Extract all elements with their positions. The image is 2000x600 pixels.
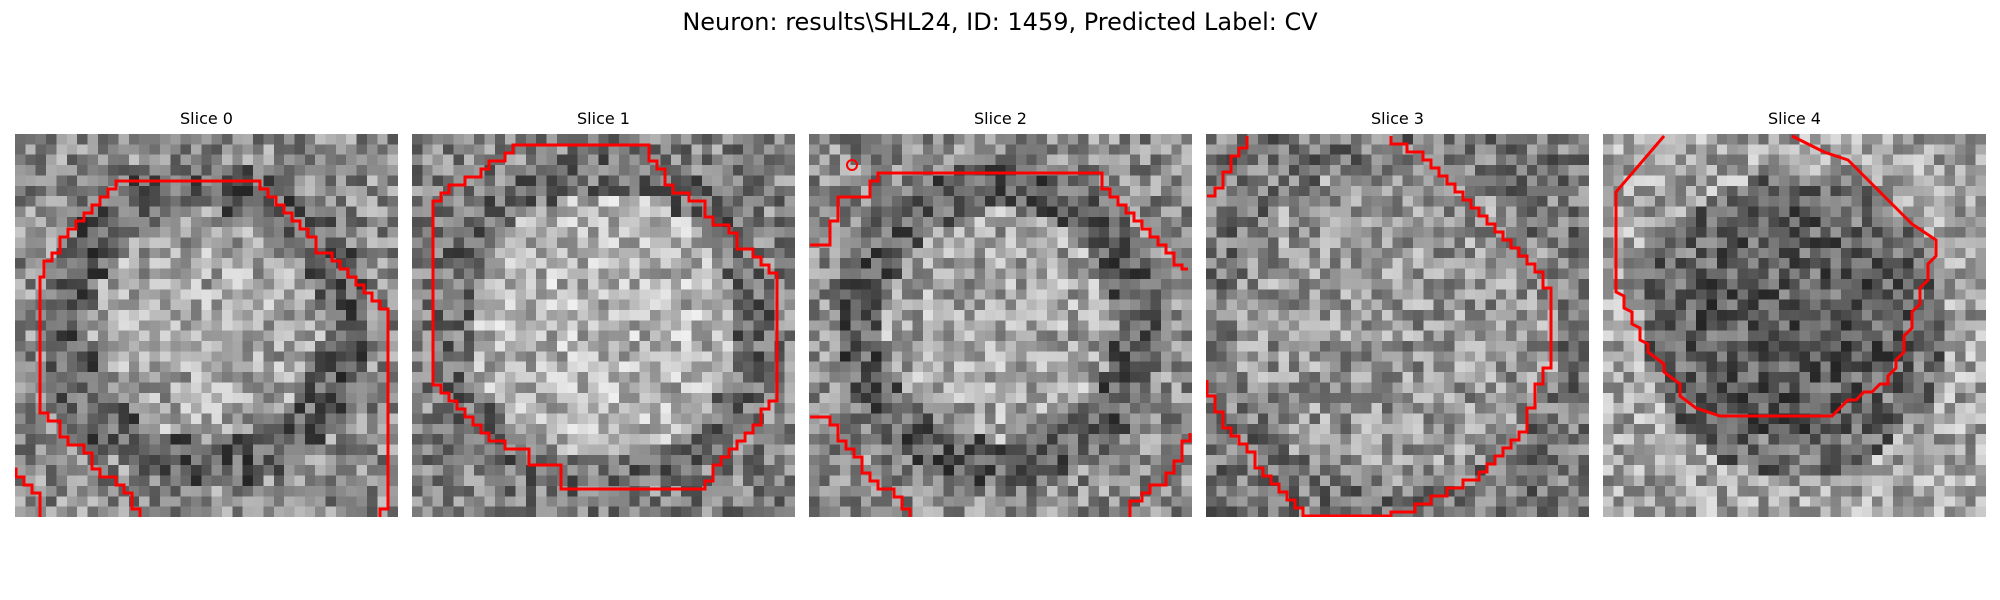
slice-image-2 (809, 134, 1192, 517)
slice-panel-0: Slice 0 (15, 109, 398, 517)
slice-outline-small-2 (846, 159, 858, 171)
figure-title: Neuron: results\SHL24, ID: 1459, Predict… (682, 8, 1318, 36)
slice-outline-2 (810, 171, 1192, 517)
slice-title-3: Slice 3 (1371, 109, 1424, 128)
slice-title-2: Slice 2 (974, 109, 1027, 128)
slice-panel-4: Slice 4 (1603, 109, 1986, 517)
slice-image-4 (1603, 134, 1986, 517)
slice-outline-1 (431, 143, 779, 491)
slice-title-0: Slice 0 (180, 109, 233, 128)
slice-image-3 (1206, 134, 1589, 517)
slice-image-0 (15, 134, 398, 517)
slice-panel-2: Slice 2 (809, 109, 1192, 517)
slice-image-1 (412, 134, 795, 517)
slice-panel-1: Slice 1 (412, 109, 795, 517)
slice-outline-4 (1614, 134, 1938, 418)
slice-title-1: Slice 1 (577, 109, 630, 128)
slice-panel-3: Slice 3 (1206, 109, 1589, 517)
slice-outline-3 (1206, 136, 1553, 517)
slice-title-4: Slice 4 (1768, 109, 1821, 128)
slice-outline-0 (15, 179, 390, 517)
